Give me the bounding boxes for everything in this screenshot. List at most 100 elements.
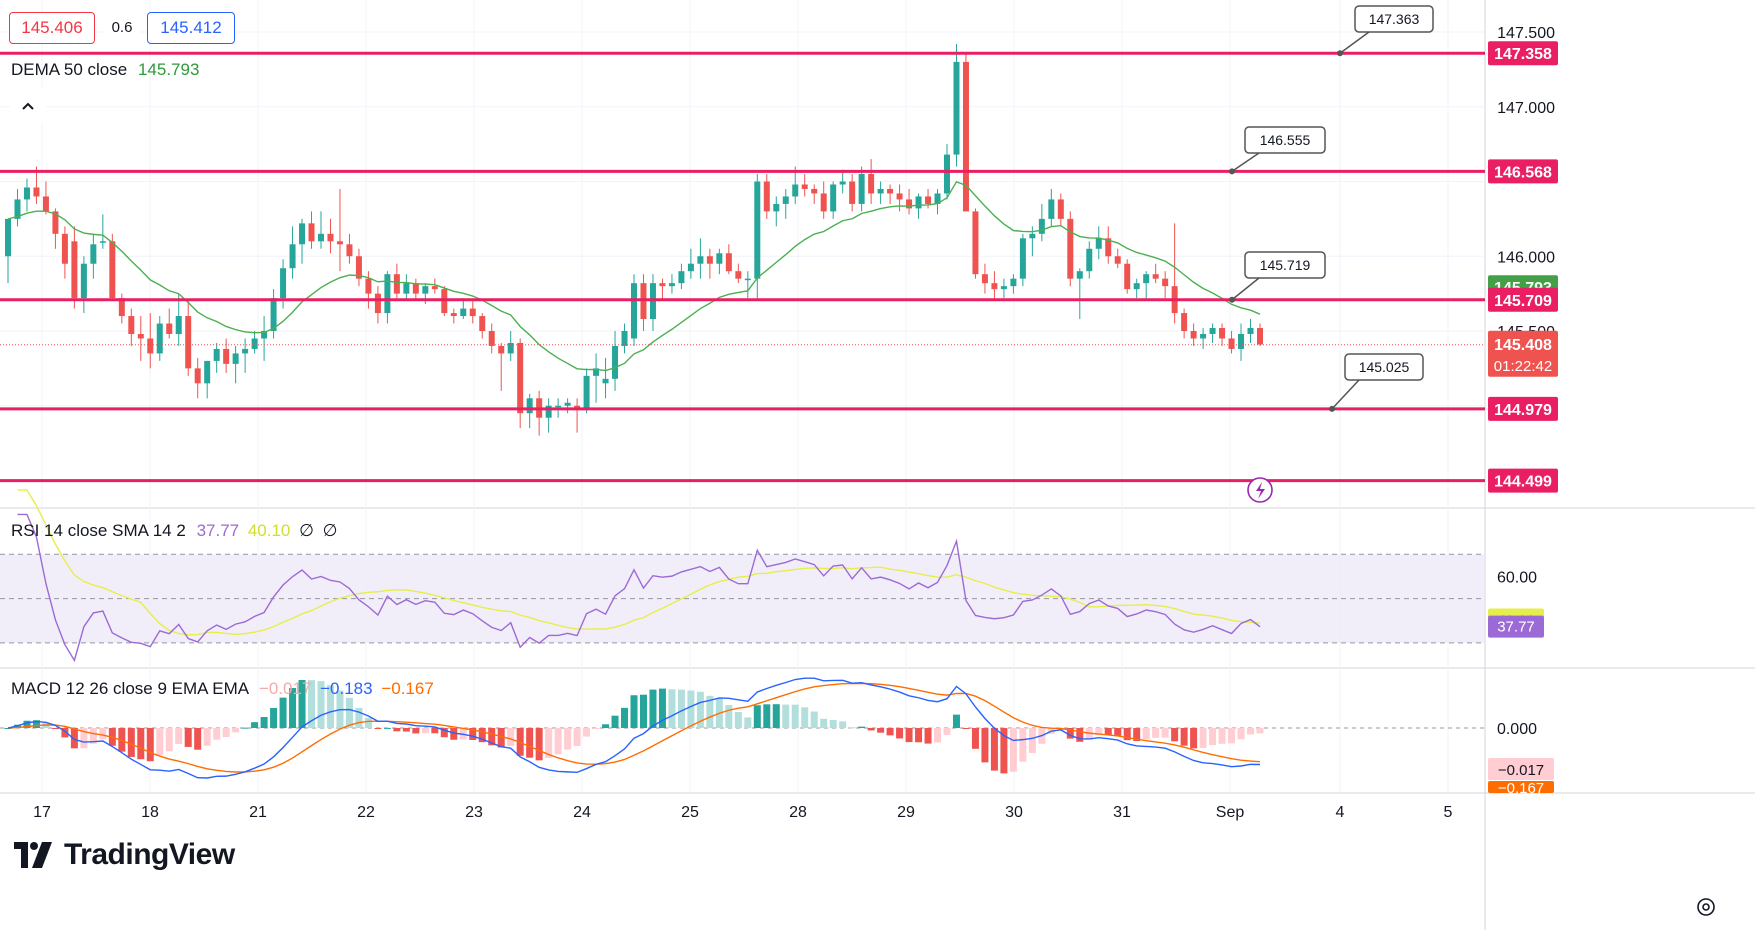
dema-legend[interactable]: DEMA 50 close 145.793 xyxy=(11,60,199,80)
candle-body xyxy=(792,184,799,197)
time-axis-label: 4 xyxy=(1336,804,1345,821)
candle-body xyxy=(1019,238,1026,279)
candle-body xyxy=(1105,238,1112,257)
macd-histogram-bar xyxy=(858,726,866,728)
candle-body xyxy=(166,323,173,334)
macd-histogram-bar xyxy=(440,728,448,738)
candle-body xyxy=(906,199,913,209)
candle-body xyxy=(1181,313,1188,331)
candle-body xyxy=(431,286,438,290)
time-axis-label: 23 xyxy=(465,804,483,821)
level-price-label-bg xyxy=(1488,468,1558,493)
ask-price: 145.412 xyxy=(160,18,222,37)
macd-histogram-bar xyxy=(1123,728,1131,741)
macd-histogram-bar xyxy=(1028,728,1036,754)
candle-body xyxy=(14,199,21,219)
macd-legend[interactable]: MACD 12 26 close 9 EMA EMA −0.017 −0.183… xyxy=(11,679,434,699)
candle-body xyxy=(1057,199,1064,219)
rsi-legend[interactable]: RSI 14 close SMA 14 2 37.77 40.10 ∅ ∅ xyxy=(11,521,337,541)
macd-histogram-bar xyxy=(867,728,875,731)
candle-body xyxy=(849,181,856,204)
macd-histogram-bar xyxy=(971,728,979,749)
candle-body xyxy=(877,188,884,194)
rsi-legend-sma: 40.10 xyxy=(247,521,291,540)
candle-body xyxy=(1247,328,1254,334)
rsi-legend-extra1: ∅ xyxy=(299,521,314,540)
alert-lightning-icon xyxy=(1247,477,1273,503)
macd-histogram-bar xyxy=(431,728,439,734)
candle-body xyxy=(1238,333,1245,349)
macd-histogram-bar xyxy=(80,728,88,749)
macd-histogram-bar xyxy=(696,691,704,728)
candle-body xyxy=(422,286,429,294)
macd-histogram-bar xyxy=(1256,728,1264,734)
macd-histogram-bar xyxy=(184,728,192,747)
macd-histogram-bar xyxy=(763,704,771,728)
candle-body xyxy=(336,241,343,245)
macd-histogram-bar xyxy=(289,688,297,728)
candle-body xyxy=(109,241,116,299)
macd-histogram-bar xyxy=(1009,728,1017,772)
macd-histogram-bar xyxy=(1209,728,1217,746)
macd-histogram-bar xyxy=(23,720,31,728)
macd-histogram-bar xyxy=(706,695,714,728)
macd-signal-axis-label: −0.167 xyxy=(1498,780,1544,797)
callout-anchor xyxy=(1337,50,1343,57)
collapse-legend-button[interactable] xyxy=(10,88,46,124)
macd-histogram-bar xyxy=(545,728,553,758)
macd-hist-label-bg xyxy=(1488,758,1554,780)
macd-histogram-bar xyxy=(734,711,742,728)
candle-body xyxy=(488,331,495,346)
macd-signal-label-bg xyxy=(1488,781,1554,793)
time-axis-label: 30 xyxy=(1005,804,1023,821)
macd-histogram-bar xyxy=(1199,728,1207,748)
macd-histogram-bar xyxy=(592,728,600,729)
last-price-label: 145.408 xyxy=(1494,337,1552,354)
candle-body xyxy=(1086,248,1093,272)
macd-histogram-bar xyxy=(896,728,904,739)
macd-histogram-bar xyxy=(326,685,334,728)
callout-label: 145.719 xyxy=(1260,257,1311,273)
candle-body xyxy=(346,244,353,257)
price-axis-tick: 147.500 xyxy=(1497,25,1555,42)
macd-histogram-bar xyxy=(583,728,591,737)
candle-body xyxy=(232,353,239,364)
candle-body xyxy=(33,187,40,197)
macd-legend-signal: −0.167 xyxy=(381,679,434,698)
candle-body xyxy=(820,193,827,212)
candle-body xyxy=(270,298,277,331)
rsi-legend-value: 37.77 xyxy=(196,521,240,540)
candle-body xyxy=(517,342,524,414)
macd-histogram-bar xyxy=(1228,728,1236,744)
candle-body xyxy=(128,316,135,334)
bid-price-box[interactable]: 145.406 xyxy=(9,12,95,44)
macd-histogram-bar xyxy=(829,719,837,728)
callout-pointer xyxy=(1331,379,1360,410)
macd-histogram-bar xyxy=(1237,728,1245,740)
macd-histogram-bar xyxy=(137,728,145,760)
chart-settings-button[interactable] xyxy=(1692,893,1720,921)
candle-body xyxy=(1114,256,1121,264)
macd-histogram-bar xyxy=(668,689,676,728)
candle-body xyxy=(289,244,296,269)
macd-histogram-bar xyxy=(51,728,59,729)
macd-histogram-bar xyxy=(554,728,562,755)
lightning-bolt xyxy=(1256,482,1265,499)
candle-body xyxy=(962,61,969,212)
callout-box xyxy=(1344,353,1424,381)
candle-body xyxy=(374,293,381,314)
candle-body xyxy=(1200,333,1207,339)
macd-histogram-bar xyxy=(298,680,306,728)
macd-histogram-bar xyxy=(393,728,401,732)
candle-body xyxy=(887,188,894,194)
tradingview-logo-icon xyxy=(14,842,52,868)
macd-histogram-bar xyxy=(1171,728,1179,742)
ask-price-box[interactable]: 145.412 xyxy=(147,12,235,44)
tradingview-logo[interactable]: TradingView xyxy=(14,838,235,872)
callout-box xyxy=(1354,5,1434,33)
macd-histogram-bar xyxy=(364,717,372,728)
macd-histogram-bar xyxy=(421,728,429,734)
candle-body xyxy=(763,181,770,212)
macd-histogram-bar xyxy=(1142,728,1150,740)
